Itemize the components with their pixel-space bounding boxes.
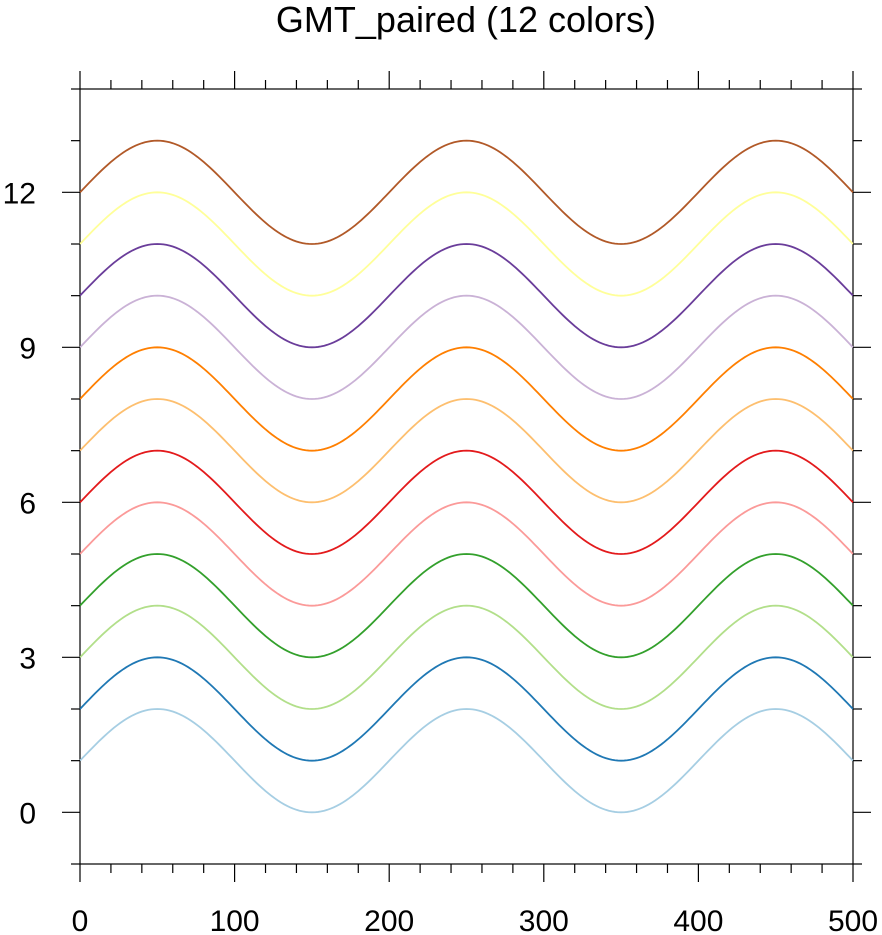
axes: 0 100 200 300 400 500 0 3 6 9 12 [3, 71, 878, 935]
series-line-5 [79, 501, 854, 607]
y-tick-label: 0 [19, 797, 36, 830]
plot-area [79, 88, 854, 865]
series-line-10 [79, 243, 854, 349]
plot-frame [79, 88, 854, 865]
y-tick-label: 6 [19, 487, 36, 520]
x-tick-label: 100 [210, 905, 260, 935]
series-line-7 [79, 398, 854, 504]
series-line-11 [79, 191, 854, 297]
series-line-3 [79, 604, 854, 710]
series-line-1 [79, 708, 854, 814]
series-line-4 [79, 553, 854, 659]
x-tick-label: 200 [364, 905, 414, 935]
series-line-6 [79, 449, 854, 555]
series-line-12 [79, 139, 854, 245]
y-tick-label: 3 [19, 642, 36, 675]
y-tick-label: 9 [19, 332, 36, 365]
series-group [79, 139, 854, 814]
x-tick-label: 500 [828, 905, 878, 935]
series-line-8 [79, 346, 854, 452]
x-tick-label: 300 [519, 905, 569, 935]
y-tick-label: 12 [3, 177, 36, 210]
x-tick-label: 400 [673, 905, 723, 935]
x-tick-label: 0 [72, 905, 89, 935]
series-line-9 [79, 294, 854, 400]
series-line-2 [79, 656, 854, 762]
chart-title: GMT_paired (12 colors) [276, 0, 656, 40]
